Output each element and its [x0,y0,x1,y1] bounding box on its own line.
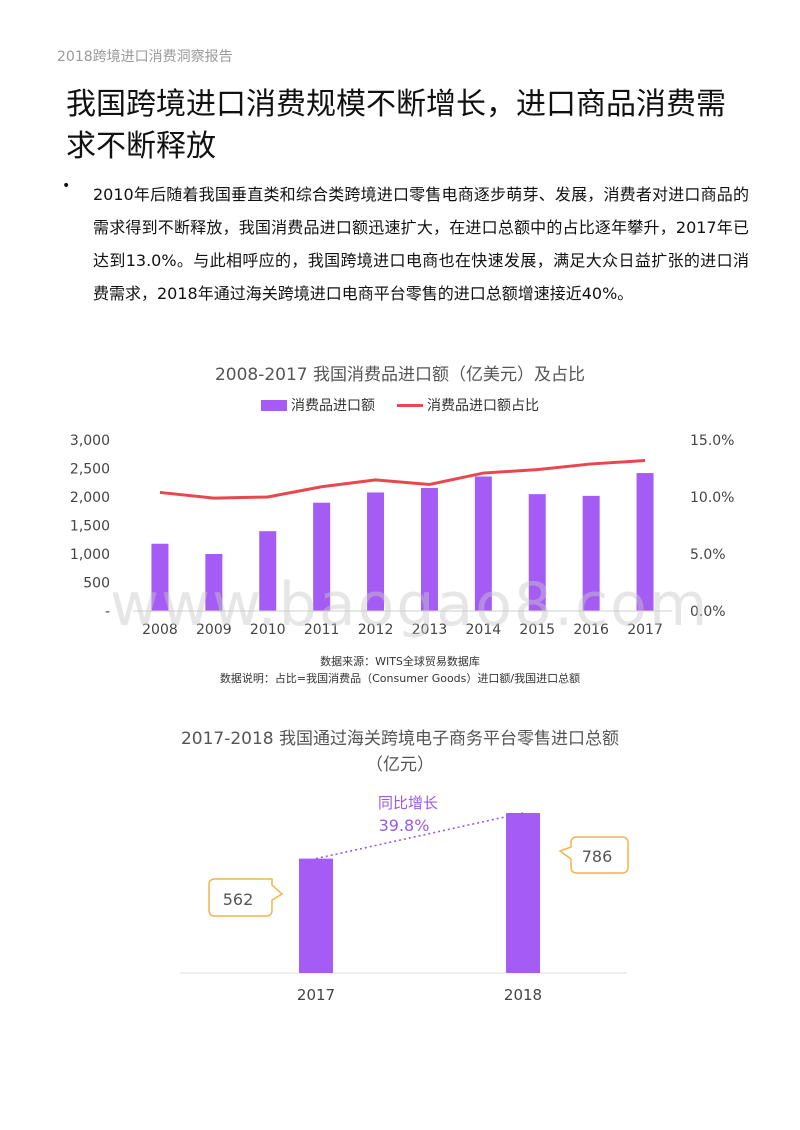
legend-item-bar: 消费品进口额 [261,395,375,415]
bar [474,476,492,611]
x-tick-label: 2014 [466,622,502,638]
bar [506,813,540,973]
left-tick-label: 2,500 [70,462,110,478]
chart2-title: 2017-2018 我国通过海关跨境电子商务平台零售进口总额 [180,729,620,749]
x-tick-label: 2013 [412,622,448,638]
left-tick-label: - [105,604,110,620]
x-tick-label: 2011 [304,622,340,638]
legend-swatch-bar [261,399,287,411]
left-tick-label: 1,000 [70,547,110,563]
x-tick-label: 2017 [627,622,663,638]
x-tick-label: 2009 [196,622,232,638]
right-tick-label: 15.0% [690,433,734,449]
bar [636,473,654,611]
bar [528,494,546,611]
growth-label: 同比增长 [378,794,438,812]
legend-label-line: 消费品进口额占比 [427,398,539,414]
callout-2017 [208,878,284,917]
share-line [159,459,646,500]
bar [582,495,600,611]
chart1-plot: 3,000 2,500 2,000 1,500 1,000 500 - 15.0% 10.0% 5… [70,433,735,638]
bar [367,492,385,611]
left-tick-label: 3,000 [70,433,110,449]
legend-swatch-line [397,403,423,407]
x-tick-label: 2008 [142,622,178,638]
bar [313,502,331,611]
chart2-subtitle: （亿元） [366,755,434,775]
growth-value: 39.8% [379,816,430,835]
value-label-2017: 562 [223,890,254,909]
left-tick-label: 2,000 [70,490,110,506]
right-tick-label: 5.0% [690,547,726,563]
left-tick-label: 1,500 [70,519,110,535]
chart2-plot: 2017 2018 同比增长 39.8% 562 786 [180,794,629,1004]
left-tick-label: 500 [83,576,110,592]
x-tick-label: 2012 [358,622,394,638]
body-paragraph: 2010年后随着我国垂直类和综合类跨境进口零售电商逐步萌芽、发展，消费者对进口商… [93,185,749,303]
bar [151,543,169,611]
legend-label-bar: 消费品进口额 [291,398,375,414]
chart1-note: 数据说明：占比=我国消费品（Consumer Goods）进口额/我国进口总额 [219,672,581,685]
watermark: www.baogao8.com [110,570,710,640]
chart1-title: 2008-2017 我国消费品进口额（亿美元）及占比 [214,365,586,385]
chart1-legend: 消费品进口额 消费品进口额占比 [0,395,800,415]
right-tick-label: 0.0% [690,604,726,620]
x-tick-label: 2017 [297,986,335,1004]
bar [205,554,223,611]
chart1-source: 数据来源：WITS全球贸易数据库 [320,655,480,668]
report-header: 2018跨境进口消费洞察报告 [57,49,233,65]
legend-item-line: 消费品进口额占比 [397,395,539,415]
x-tick-label: 2016 [573,622,609,638]
growth-trend-line [315,812,524,860]
page-title: 我国跨境进口消费规模不断增长，进口商品消费需求不断释放 [66,87,726,164]
right-tick-label: 10.0% [690,490,734,506]
callout-2018 [558,836,629,874]
x-tick-label: 2010 [250,622,286,638]
bar [420,487,438,611]
x-tick-label: 2015 [519,622,555,638]
bar [299,858,333,973]
value-label-2018: 786 [582,847,613,866]
bullet-marker: • [62,178,71,194]
x-tick-label: 2018 [504,986,542,1004]
bar [259,531,277,611]
